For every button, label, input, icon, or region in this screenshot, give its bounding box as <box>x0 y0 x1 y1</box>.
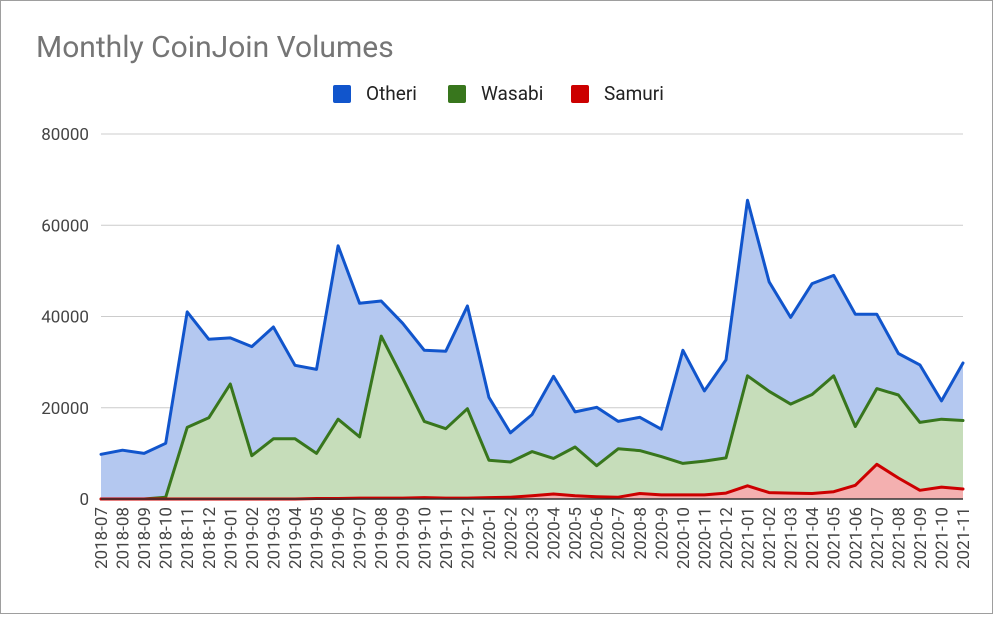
legend-label: Samuri <box>604 82 664 105</box>
x-tick-label: 2019-11 <box>437 507 457 569</box>
x-tick-label: 2020-4 <box>545 507 565 560</box>
x-tick-label: 2019-04 <box>286 507 306 569</box>
x-tick-label: 2021-06 <box>846 507 866 569</box>
x-tick-label: 2019-09 <box>394 507 414 569</box>
legend-label: Otheri <box>366 82 417 105</box>
x-tick-label: 2019-05 <box>308 507 328 569</box>
x-tick-label: 2019-08 <box>372 507 392 569</box>
y-tick-label: 40000 <box>41 308 89 328</box>
x-tick-label: 2019-10 <box>415 507 435 569</box>
x-tick-label: 2021-03 <box>782 507 802 569</box>
legend-item-samuri: Samuri <box>571 82 664 105</box>
line-otheri <box>99 198 965 456</box>
line-wasabi <box>99 334 965 501</box>
x-tick-label: 2020-7 <box>609 507 629 559</box>
y-tick-label: 80000 <box>41 125 89 145</box>
legend-swatch <box>571 85 589 103</box>
x-tick-label: 2020-5 <box>566 507 586 559</box>
x-tick-label: 2020-8 <box>631 507 651 559</box>
x-tick-label: 2018-07 <box>92 507 112 569</box>
x-tick-label: 2020-11 <box>695 507 715 569</box>
x-tick-label: 2018-12 <box>200 507 220 569</box>
x-tick-label: 2018-08 <box>114 507 134 569</box>
x-tick-label: 2021-10 <box>932 507 952 569</box>
y-tick-label: 60000 <box>41 216 89 236</box>
y-axis-ticks: 0 20000 40000 60000 80000 <box>41 125 89 510</box>
area-samuri <box>101 464 963 499</box>
chart-title: Monthly CoinJoin Volumes <box>36 30 394 65</box>
legend-item-wasabi: Wasabi <box>448 82 543 105</box>
legend-label: Wasabi <box>481 82 543 105</box>
x-tick-label: 2020-10 <box>674 507 694 569</box>
x-tick-label: 2021-07 <box>868 507 888 569</box>
x-tick-label: 2021-11 <box>954 507 974 569</box>
x-tick-label: 2019-01 <box>221 507 241 569</box>
x-tick-label: 2020-1 <box>480 507 500 559</box>
x-tick-label: 2019-07 <box>351 507 371 569</box>
x-tick-label: 2019-06 <box>329 507 349 569</box>
legend-item-otheri: Otheri <box>333 82 417 105</box>
x-tick-label: 2021-02 <box>760 507 780 569</box>
x-tick-label: 2020-2 <box>501 507 521 559</box>
x-axis-ticks: 2018-07 2018-08 2018-09 2018-10 2018-11 2018-… <box>92 507 974 569</box>
x-tick-label: 2021-01 <box>739 507 759 569</box>
legend: Otheri Wasabi Samuri <box>333 82 664 105</box>
x-tick-label: 2020-12 <box>717 507 737 569</box>
legend-swatch <box>333 85 351 103</box>
x-tick-label: 2019-02 <box>243 507 263 569</box>
x-tick-label: 2020-9 <box>652 507 672 559</box>
y-tick-label: 0 <box>79 490 89 510</box>
x-tick-label: 2020-3 <box>523 507 543 559</box>
legend-swatch <box>448 85 466 103</box>
x-tick-label: 2021-09 <box>911 507 931 569</box>
x-tick-label: 2018-09 <box>135 507 155 569</box>
x-tick-label: 2018-11 <box>178 507 198 569</box>
y-tick-label: 20000 <box>41 399 89 419</box>
x-tick-label: 2021-04 <box>803 507 823 569</box>
x-tick-label: 2021-08 <box>889 507 909 569</box>
x-tick-label: 2018-10 <box>157 507 177 569</box>
x-tick-label: 2020-6 <box>588 507 608 559</box>
x-tick-label: 2019-03 <box>264 507 284 569</box>
x-tick-label: 2019-12 <box>458 507 478 569</box>
x-tick-label: 2021-05 <box>825 507 845 569</box>
